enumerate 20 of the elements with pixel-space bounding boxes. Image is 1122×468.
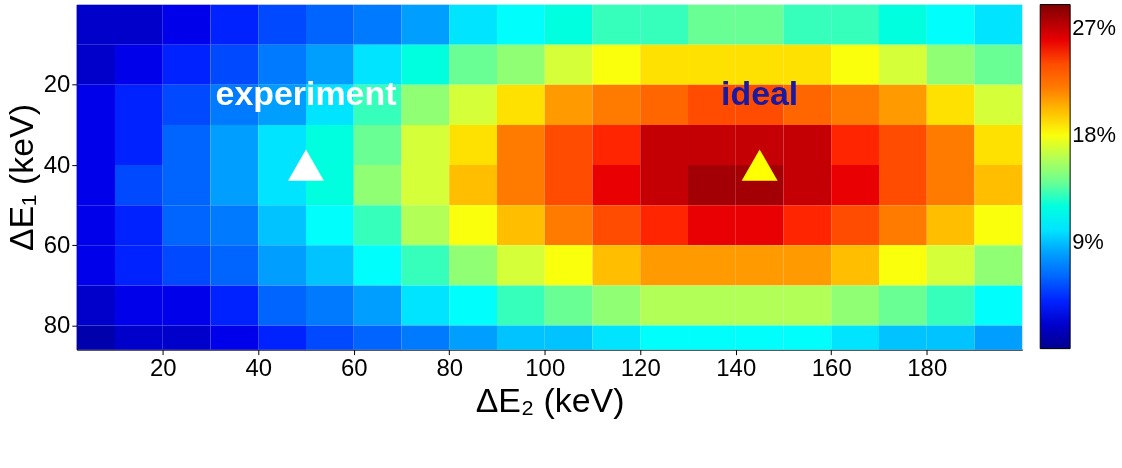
y-tick-label: 60 <box>43 230 71 258</box>
x-tick-label: 40 <box>245 354 273 382</box>
y-tick-label: 80 <box>43 311 71 339</box>
x-axis-title: ΔE₂ (keV) <box>475 380 625 419</box>
color-bar-label: 27% <box>1072 15 1117 41</box>
y-tick-label: 20 <box>43 70 71 98</box>
annotation: experiment <box>215 74 397 113</box>
color-bar-label: 9% <box>1072 228 1104 254</box>
x-tick-label: 140 <box>716 354 757 382</box>
y-tick-label: 40 <box>43 150 71 178</box>
x-tick-label: 80 <box>436 354 464 382</box>
x-tick-label: 120 <box>620 354 661 382</box>
x-tick-label: 160 <box>811 354 852 382</box>
x-tick-label: 100 <box>525 354 566 382</box>
y-axis-title: ΔE₁ (keV) <box>1 104 40 252</box>
x-tick-label: 180 <box>907 354 948 382</box>
x-tick-label: 20 <box>149 354 177 382</box>
x-tick-label: 60 <box>340 354 368 382</box>
annotation: ideal <box>721 74 799 113</box>
color-bar-label: 18% <box>1072 122 1117 148</box>
